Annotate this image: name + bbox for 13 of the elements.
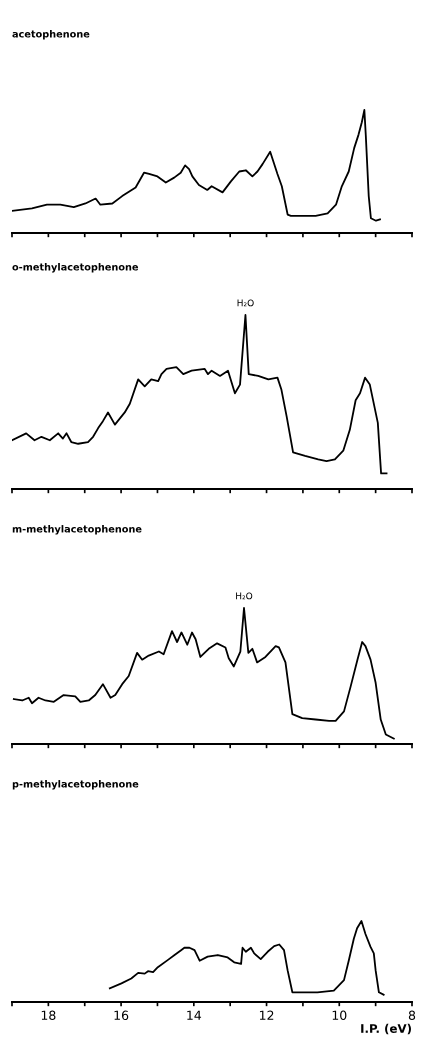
x-tick-label: 12	[259, 1010, 274, 1020]
x-axis-title: I.P. (eV)	[361, 1023, 411, 1035]
chart-title: o-methylacetophenone	[12, 263, 139, 273]
x-tick-label: 14	[187, 1010, 202, 1020]
chart-title: acetophenone	[12, 30, 90, 40]
chart-title: m-methylacetophenone	[12, 525, 142, 535]
x-tick-label: 16	[114, 1010, 129, 1021]
chart-title: p-methylacetophenone	[12, 780, 139, 790]
x-tick-label: 10	[332, 1010, 347, 1021]
x-tick-label: 18	[41, 1010, 56, 1021]
annotation: H₂O	[236, 592, 253, 600]
annotation: H₂O	[237, 299, 254, 307]
x-tick-label: 8	[408, 1010, 416, 1021]
